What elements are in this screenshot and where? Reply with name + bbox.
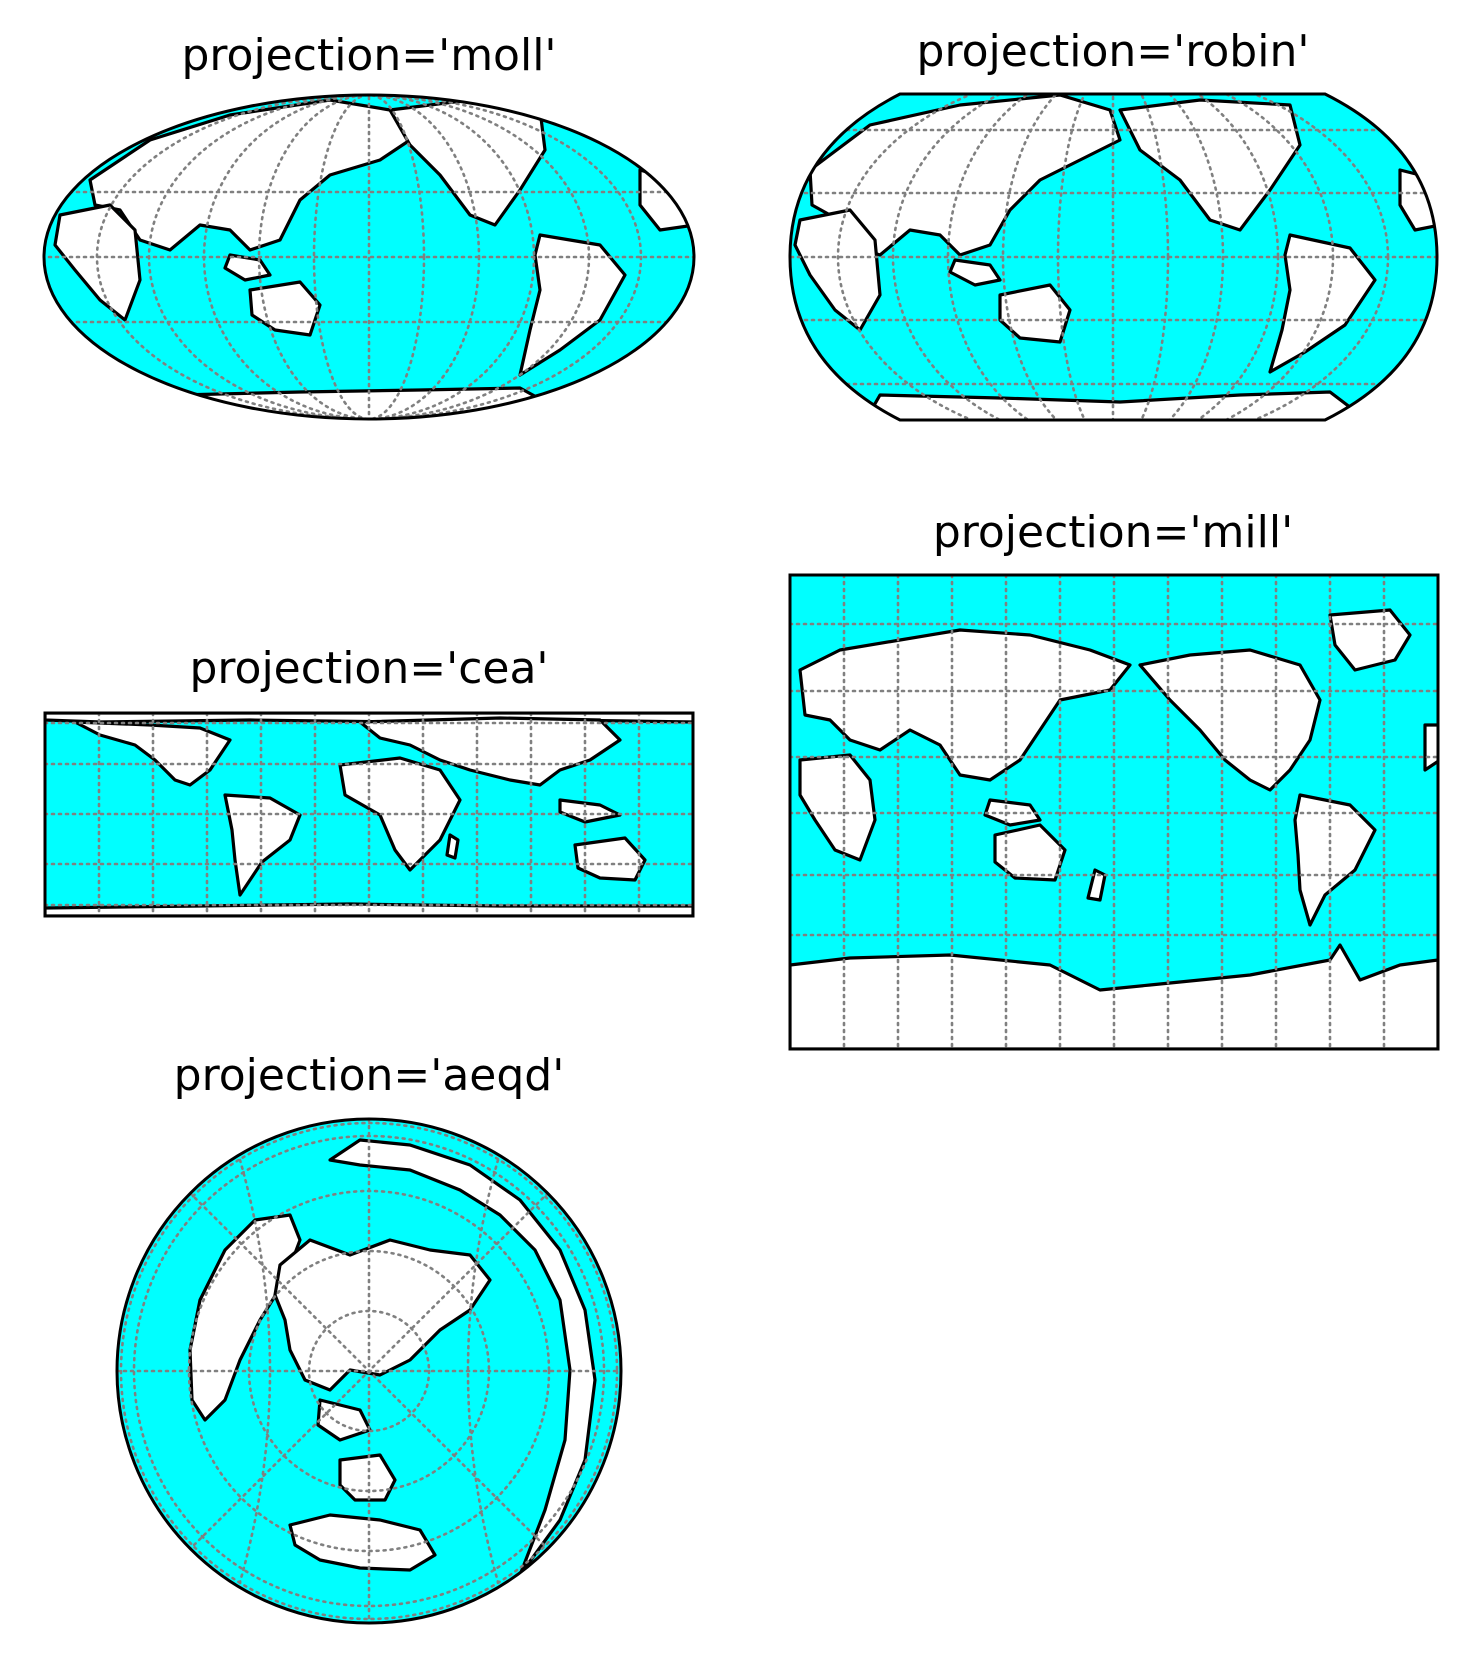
panel-title-cea: projection='cea': [189, 643, 548, 694]
panel-moll: projection='moll': [42, 30, 696, 421]
land-mill: [790, 575, 1438, 1049]
panel-cea: projection='cea': [43, 643, 695, 918]
land-cea: [45, 713, 693, 916]
land-moll: [44, 95, 694, 419]
panel-robin: projection='robin': [788, 26, 1439, 422]
panel-title-mill: projection='mill': [933, 507, 1293, 558]
land-aeqd: [117, 1119, 621, 1623]
map-boundary-aeqd: [115, 1117, 623, 1625]
panel-title-moll: projection='moll': [181, 30, 556, 81]
panel-title-aeqd: projection='aeqd': [174, 1050, 565, 1101]
panel-mill: projection='mill': [788, 507, 1440, 1051]
map-boundary-mill: [788, 573, 1440, 1051]
panel-title-robin: projection='robin': [917, 26, 1310, 77]
panel-aeqd: projection='aeqd': [115, 1050, 623, 1625]
map-boundary-robin: [788, 92, 1439, 422]
map-boundary-cea: [43, 711, 695, 918]
map-boundary-moll: [42, 93, 696, 421]
land-robin: [790, 94, 1437, 420]
